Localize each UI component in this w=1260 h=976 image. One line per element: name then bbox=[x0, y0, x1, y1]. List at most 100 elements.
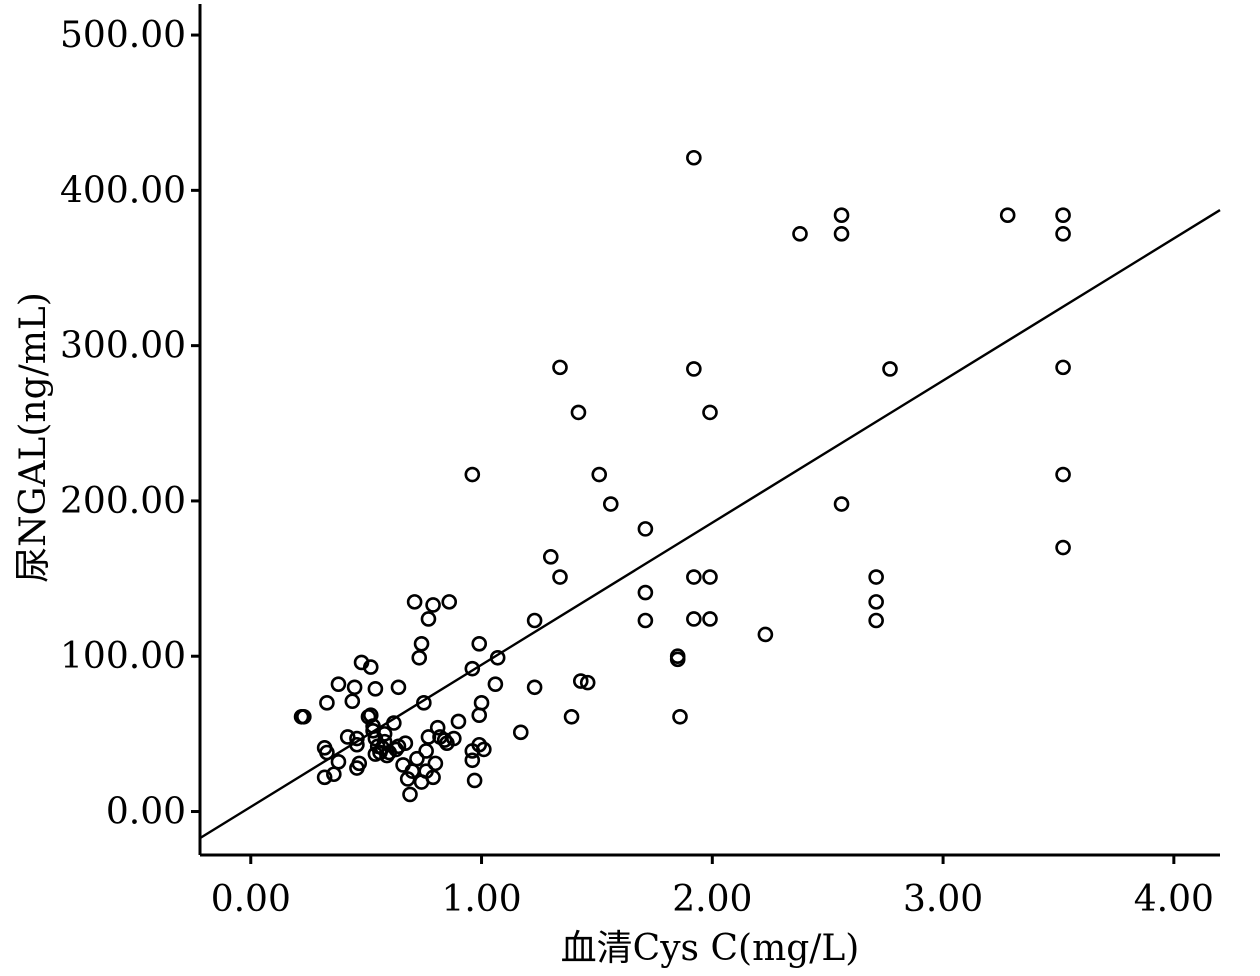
data-point bbox=[296, 708, 312, 725]
data-point bbox=[882, 361, 898, 377]
data-point bbox=[450, 713, 467, 730]
data-point bbox=[429, 719, 446, 736]
data-point bbox=[672, 708, 688, 725]
data-point bbox=[397, 735, 414, 751]
plot-area bbox=[199, 149, 1221, 840]
data-point bbox=[487, 676, 504, 692]
data-point bbox=[833, 226, 850, 242]
data-point bbox=[464, 660, 481, 677]
data-point bbox=[1055, 207, 1071, 223]
data-point bbox=[319, 695, 335, 711]
data-point bbox=[476, 741, 492, 758]
data-point bbox=[526, 679, 543, 696]
data-point bbox=[471, 636, 488, 652]
data-point bbox=[464, 752, 481, 769]
data-point bbox=[376, 726, 393, 742]
data-point bbox=[330, 676, 347, 692]
data-point bbox=[602, 496, 619, 512]
data-point bbox=[425, 597, 441, 613]
data-point bbox=[489, 649, 506, 666]
data-point bbox=[413, 636, 430, 652]
data-point bbox=[427, 755, 444, 772]
y-tick-label: 200.00 bbox=[60, 481, 186, 522]
data-point bbox=[999, 207, 1016, 223]
data-point bbox=[390, 679, 407, 696]
x-tick-label: 3.00 bbox=[903, 879, 983, 920]
x-axis-title: 血清Cys C(mg/L) bbox=[561, 928, 860, 969]
x-tick-label: 0.00 bbox=[211, 879, 291, 920]
data-point bbox=[552, 569, 568, 585]
data-point bbox=[339, 729, 356, 745]
data-point bbox=[402, 786, 418, 803]
y-tick-label: 300.00 bbox=[60, 326, 186, 367]
data-point bbox=[702, 404, 718, 421]
data-point bbox=[441, 594, 458, 610]
data-point bbox=[512, 724, 529, 741]
data-point bbox=[637, 521, 654, 537]
data-point bbox=[637, 584, 654, 601]
data-point bbox=[686, 361, 702, 377]
y-tick-label: 400.00 bbox=[60, 170, 186, 211]
axes: 0.00 100.00 200.00 300.00 400.00 500.00 0.00 1.… bbox=[60, 4, 1220, 920]
data-point bbox=[471, 707, 488, 724]
data-point bbox=[833, 496, 850, 512]
data-point bbox=[418, 743, 434, 759]
data-point bbox=[552, 359, 568, 376]
x-tick-label: 1.00 bbox=[441, 879, 521, 920]
data-point bbox=[757, 626, 774, 643]
data-point bbox=[686, 569, 702, 585]
data-point bbox=[406, 594, 423, 610]
x-tick-label: 2.00 bbox=[672, 879, 752, 920]
data-point bbox=[466, 772, 483, 789]
data-point bbox=[420, 611, 437, 627]
data-point bbox=[686, 149, 702, 166]
data-point bbox=[637, 612, 654, 629]
data-point bbox=[473, 695, 490, 711]
data-point bbox=[416, 695, 432, 711]
data-point bbox=[570, 404, 587, 421]
data-point bbox=[330, 754, 347, 770]
data-point bbox=[446, 730, 462, 747]
data-point bbox=[367, 681, 384, 697]
y-tick-label: 0.00 bbox=[106, 792, 186, 833]
data-point bbox=[351, 755, 368, 772]
data-point bbox=[579, 674, 596, 691]
data-point bbox=[669, 651, 686, 668]
data-point bbox=[386, 715, 402, 731]
data-point bbox=[542, 549, 559, 565]
y-tick-label: 500.00 bbox=[60, 15, 186, 56]
data-point bbox=[319, 744, 335, 761]
data-point bbox=[471, 736, 488, 753]
y-tick-label: 100.00 bbox=[60, 636, 186, 677]
data-point bbox=[686, 611, 702, 627]
data-point bbox=[346, 679, 363, 696]
data-point bbox=[425, 769, 441, 786]
data-point bbox=[792, 226, 808, 242]
data-point bbox=[868, 612, 884, 629]
data-point bbox=[1055, 226, 1071, 242]
data-point bbox=[702, 569, 718, 585]
data-point bbox=[868, 594, 884, 610]
data-point bbox=[420, 729, 437, 745]
data-point bbox=[349, 730, 365, 747]
data-point bbox=[702, 611, 718, 627]
data-point bbox=[868, 569, 884, 585]
y-axis-title: 尿NGAL(ng/mL) bbox=[13, 292, 54, 583]
data-point bbox=[1055, 359, 1071, 376]
data-point bbox=[349, 736, 365, 753]
data-point bbox=[1055, 539, 1071, 556]
data-point bbox=[362, 659, 379, 675]
data-point bbox=[563, 708, 580, 725]
data-point bbox=[1055, 466, 1071, 483]
data-point bbox=[409, 750, 425, 767]
data-point bbox=[344, 693, 361, 710]
data-point bbox=[572, 673, 589, 689]
data-point bbox=[411, 649, 428, 666]
data-point bbox=[591, 466, 608, 483]
data-point bbox=[399, 771, 416, 787]
data-point bbox=[464, 466, 481, 483]
data-point bbox=[833, 207, 850, 223]
x-tick-label: 4.00 bbox=[1134, 879, 1214, 920]
data-point bbox=[526, 612, 543, 629]
